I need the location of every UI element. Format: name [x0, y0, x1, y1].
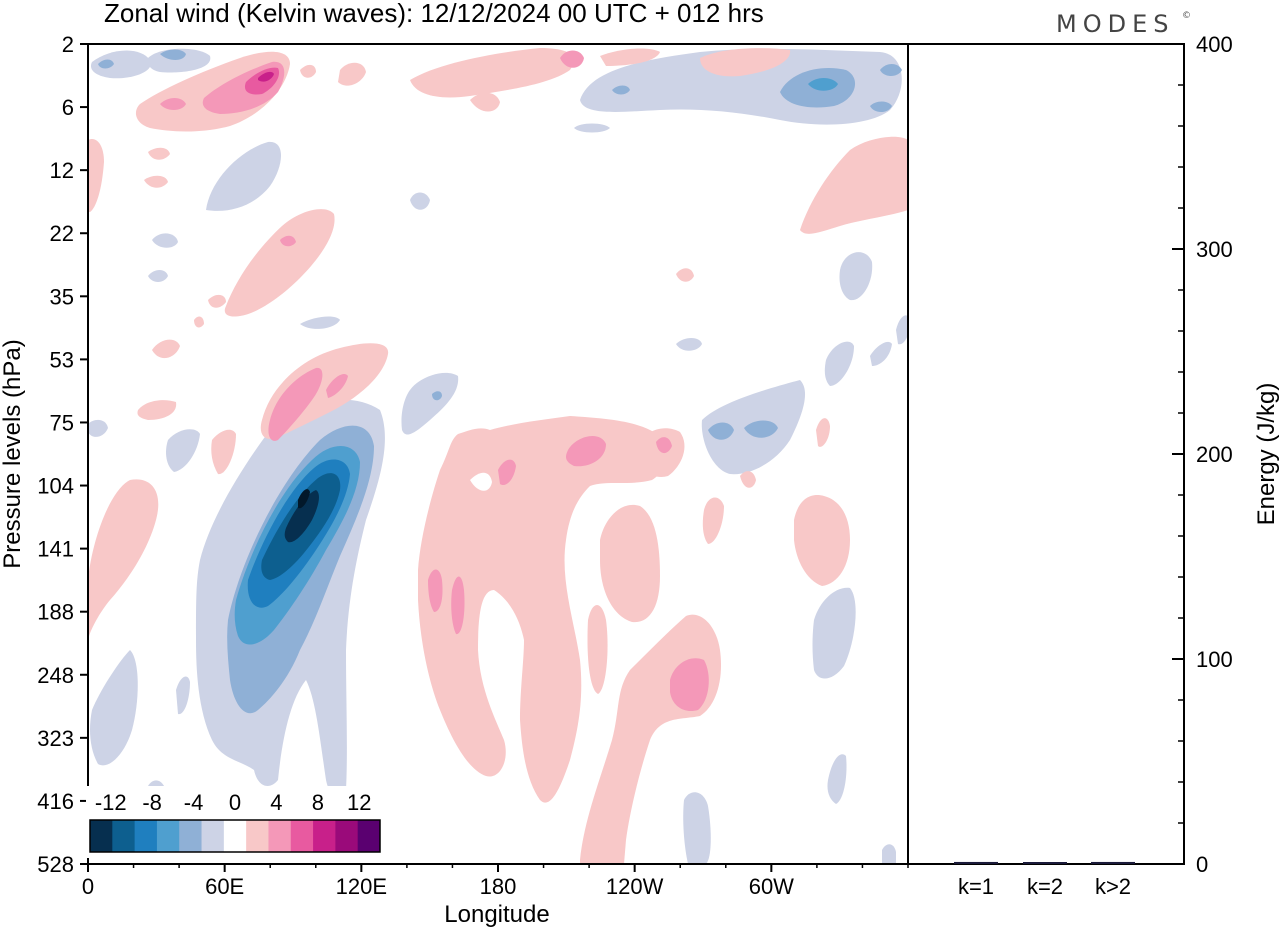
colorbar-swatch	[357, 820, 381, 852]
energy-bar	[954, 861, 998, 864]
longitude-tick-label: 60E	[205, 874, 244, 899]
brand-mark: ©	[1182, 11, 1191, 21]
pressure-tick-label: 188	[37, 600, 74, 625]
colorbar-swatch	[335, 820, 359, 852]
colorbar-swatch	[90, 820, 113, 852]
energy-tick-label: 400	[1196, 32, 1233, 57]
energy-axis-label: Energy (J/kg)	[1253, 383, 1280, 526]
energy-bar	[1091, 861, 1135, 864]
longitude-axis: 0 60E 120E 180 120W 60W	[82, 864, 909, 899]
longitude-tick-label: 180	[480, 874, 517, 899]
energy-category-label: k=2	[1027, 874, 1063, 899]
colorbar-tick-label: -12	[95, 790, 127, 815]
pressure-axis: 2 6 12 22 35 53 75 104 141 188 248 323 416 528	[37, 32, 88, 877]
x-axis-label: Longitude	[444, 901, 549, 928]
colorbar-swatch	[201, 820, 225, 852]
pressure-tick-label: 22	[50, 221, 74, 246]
colorbar-swatch	[112, 820, 136, 852]
colorbar-tick-label: 8	[312, 790, 324, 815]
pressure-tick-label: 35	[50, 284, 74, 309]
colorbar-swatch	[134, 820, 158, 852]
pressure-tick-label: 12	[50, 158, 74, 183]
colorbar-tick-label: -8	[142, 790, 162, 815]
brand-name: MODES	[1056, 10, 1174, 38]
colorbar-tick-label: 0	[229, 790, 241, 815]
pressure-tick-label: 248	[37, 663, 74, 688]
colorbar-tick-label: 12	[347, 790, 371, 815]
pressure-tick-label: 104	[37, 474, 74, 499]
energy-category-label: k>2	[1095, 874, 1131, 899]
colorbar-frame	[89, 819, 381, 853]
pressure-tick-label: 53	[50, 347, 74, 372]
longitude-tick-label: 120E	[336, 874, 387, 899]
energy-tick-label: 200	[1196, 442, 1233, 467]
energy-categories: k=1 k=2 k>2	[958, 874, 1131, 899]
colorbar-swatch	[268, 820, 292, 852]
pressure-tick-label: 6	[62, 95, 74, 120]
pressure-tick-label: 2	[62, 32, 74, 57]
positive-anomaly-layer	[88, 48, 908, 864]
pressure-tick-label: 528	[37, 852, 74, 877]
brand-logo: MODES ©	[1056, 10, 1191, 38]
colorbar-swatch	[156, 820, 180, 852]
energy-tick-label: 300	[1196, 237, 1233, 262]
colorbar-tick-label: 4	[270, 790, 282, 815]
negative-anomaly-layer	[88, 48, 908, 864]
colorbar-swatch	[313, 820, 336, 852]
energy-tick-label: 0	[1196, 852, 1208, 877]
longitude-tick-label: 60W	[749, 874, 794, 899]
colorbar-swatch	[223, 820, 247, 852]
pressure-tick-label: 323	[37, 726, 74, 751]
energy-axis: 0 100 200 300 400	[1172, 32, 1233, 877]
pressure-tick-label: 141	[37, 537, 74, 562]
energy-panel-frame	[907, 43, 1185, 865]
pressure-tick-label: 416	[37, 789, 74, 814]
colorbar-legend: -12 -8 -4 0 4 8 12	[86, 786, 384, 858]
colorbar-tick-label: -4	[184, 790, 204, 815]
colorbar-swatch	[246, 820, 269, 852]
energy-bar	[1023, 862, 1067, 864]
y-axis-label: Pressure levels (hPa)	[0, 339, 26, 568]
energy-tick-label: 100	[1196, 647, 1233, 672]
longitude-tick-label: 120W	[606, 874, 664, 899]
colorbar-swatch	[179, 820, 203, 852]
energy-category-label: k=1	[958, 874, 994, 899]
chart-title: Zonal wind (Kelvin waves): 12/12/2024 00…	[104, 0, 764, 28]
longitude-tick-label: 0	[82, 874, 94, 899]
pressure-tick-label: 75	[50, 410, 74, 435]
wind-contour-field	[88, 44, 908, 864]
colorbar-swatch	[290, 820, 314, 852]
energy-bars	[954, 861, 1135, 864]
